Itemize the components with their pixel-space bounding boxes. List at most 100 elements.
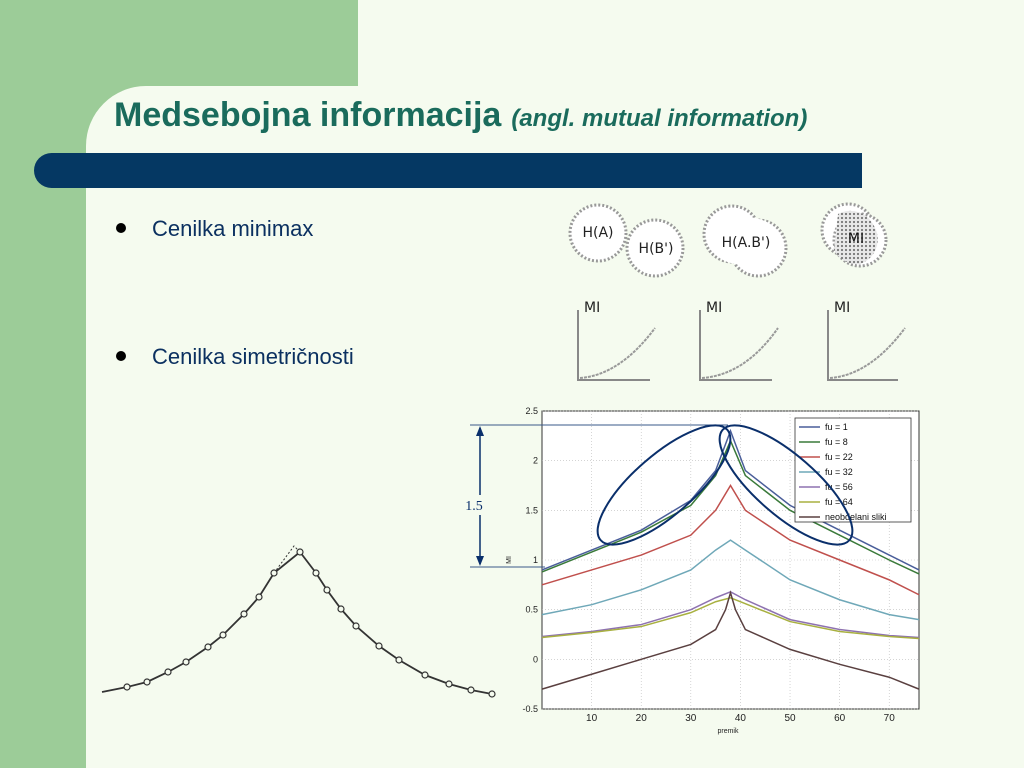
series-line [541, 596, 920, 640]
side-band [0, 0, 86, 768]
series-line [541, 428, 920, 571]
mini-plot-label: MI [584, 300, 600, 316]
legend-label: fu = 56 [825, 482, 853, 492]
mini-plot-curve [701, 327, 779, 379]
peak-marker [123, 683, 131, 691]
peak-marker [312, 569, 320, 577]
bullet-item-1: Cenilka minimax [116, 216, 313, 242]
span-arrow-up [476, 426, 484, 436]
x-tick-label: 40 [735, 713, 747, 724]
venn-diagram-union: H(A.B') [702, 204, 788, 278]
peak-markers [123, 548, 496, 698]
legend-label: fu = 1 [825, 422, 848, 432]
venn-label-ha: H(A) [582, 225, 613, 241]
x-tick-label: 70 [884, 713, 896, 724]
x-tick-label: 60 [834, 713, 846, 724]
x-tick-label: 20 [636, 713, 648, 724]
span-label: 1.5 [465, 499, 483, 514]
peak-marker [352, 622, 360, 630]
legend-label: neobdelani sliki [825, 512, 887, 522]
peak-sketch [101, 545, 496, 698]
y-tick-label: 2 [533, 456, 538, 466]
series-line [541, 590, 920, 690]
venn-overlap [834, 210, 878, 265]
series-line [541, 539, 920, 621]
y-tick-label: 0.5 [525, 605, 538, 615]
venn-diagram-mi: MI [820, 202, 888, 268]
peak-marker [255, 593, 263, 601]
annotation-span: 1.5 [460, 424, 854, 568]
chart-ticks: 10 20 30 40 50 60 70 2.5 2 1.5 1 0.5 0 -0.5 [522, 406, 895, 724]
legend-label: fu = 64 [825, 497, 853, 507]
venn-label-hb: H(B') [639, 241, 674, 257]
legend-box [794, 417, 912, 523]
span-label-bg [460, 495, 490, 515]
span-arrow-down [476, 556, 484, 566]
x-tick-label: 10 [586, 713, 598, 724]
peak-marker [395, 656, 403, 664]
venn-circle-a [568, 203, 628, 263]
venn-diagram-separate: H(A) H(B') [568, 203, 685, 278]
y-tick-label: 2.5 [525, 406, 538, 416]
bullet-text: Cenilka simetričnosti [152, 344, 354, 369]
mini-plot-2: MI [699, 300, 779, 381]
mi-chart: 10 20 30 40 50 60 70 2.5 2 1.5 1 0.5 0 -0.5 premik MI… [506, 406, 920, 735]
peak-marker [143, 678, 151, 686]
chart-series [541, 428, 920, 690]
peak-marker [240, 610, 248, 618]
chart-legend: fu = 1 fu = 8 fu = 22 fu = 32 fu = 56 fu = 64… [794, 417, 912, 523]
venn-label-hab: H(A.B') [722, 235, 771, 251]
peak-line [101, 550, 493, 695]
peak-marker [182, 658, 190, 666]
mini-plot-label: MI [834, 300, 850, 316]
peak-marker [467, 686, 475, 694]
mini-plot-curve [579, 327, 656, 379]
venn-circle-b [625, 218, 685, 278]
title-text: Medsebojna informacija [114, 96, 502, 134]
slide-title: Medsebojna informacija (angl. mutual info… [114, 96, 807, 135]
title-bar [34, 153, 862, 188]
legend-label: fu = 8 [825, 437, 848, 447]
mini-plot-axes [577, 310, 650, 381]
legend-label: fu = 32 [825, 467, 853, 477]
peak-marker [488, 690, 496, 698]
chart-ylabel: MI [506, 556, 513, 564]
peak-marker [445, 680, 453, 688]
mini-plot-curve [829, 327, 906, 379]
bullet-dot [116, 223, 126, 234]
mini-plot-axes [827, 310, 898, 381]
title-subtitle: (angl. mutual information) [511, 105, 808, 132]
peak-marker [323, 586, 331, 594]
y-tick-label: -0.5 [522, 704, 538, 714]
peak-marker [337, 605, 345, 613]
y-tick-label: 0 [533, 654, 538, 664]
x-tick-label: 50 [784, 713, 796, 724]
peak-extrapolation [273, 545, 301, 574]
peak-marker [421, 671, 429, 679]
peak-marker [375, 642, 383, 650]
y-tick-label: 1 [533, 555, 538, 565]
venn-label-mi: MI [848, 231, 864, 247]
mini-plot-1: MI [577, 300, 656, 381]
mini-plot-3: MI [827, 300, 906, 381]
peak-marker [270, 569, 278, 577]
bullet-dot [116, 351, 126, 362]
x-tick-label: 30 [685, 713, 697, 724]
highlight-ellipse-right [718, 424, 854, 546]
highlight-ellipse-left [596, 424, 732, 546]
bullet-text: Cenilka minimax [152, 216, 314, 241]
peak-marker [219, 631, 227, 639]
mini-plot-label: MI [706, 300, 722, 316]
peak-marker [204, 643, 212, 651]
top-band [0, 0, 358, 86]
y-tick-label: 1.5 [525, 505, 538, 515]
legend-label: fu = 22 [825, 452, 853, 462]
peak-marker [164, 668, 172, 676]
chart-xlabel: premik [717, 728, 739, 735]
series-line [541, 484, 920, 596]
peak-marker [296, 548, 304, 556]
venn-union-fill [709, 217, 781, 265]
bullet-item-2: Cenilka simetričnosti [116, 344, 354, 370]
mini-plot-axes [699, 310, 772, 381]
